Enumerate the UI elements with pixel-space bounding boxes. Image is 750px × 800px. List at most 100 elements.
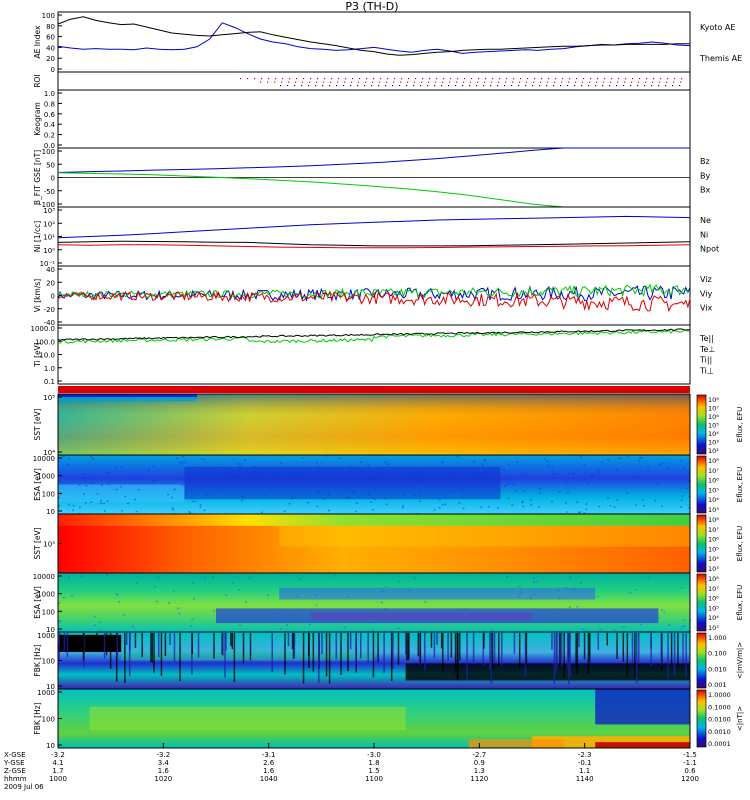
esa1-speckle [596,469,599,472]
roi-dot [247,78,249,80]
x-row-label: X-GSE [4,751,26,759]
fbk_e-stripe [454,633,457,674]
roi-dot [357,85,359,87]
esa1-speckle [441,504,444,506]
fbk_e-stripe [58,633,60,662]
fbk_e-stripe [631,633,634,663]
velocity-ytick: 20 [46,279,55,287]
fbk_e-stripe [397,633,400,665]
x-tick-xgse: -2.3 [578,751,592,759]
roi-dot [436,78,438,80]
roi-dot [589,81,591,83]
fbk_e-stripe [447,633,449,661]
esa1-speckle [280,462,283,465]
esa1-speckle [626,492,629,495]
roi-dot [672,85,674,87]
fbk_e-stripe [221,633,223,655]
fbk_e-stripe [440,633,443,649]
roi-dot [632,78,634,80]
esa1-speckle [551,500,554,503]
roi-dot [428,81,430,83]
fbk_e-stripe [513,633,516,654]
esa1-speckle [643,504,646,507]
fbk_e-cbar-tick: 0.100 [708,650,727,658]
fbk_e-stripe [349,633,352,650]
esa1-speckle [288,502,291,505]
ae-series-kyoto-ae [57,22,691,54]
sst2-colorbar [696,514,707,573]
ae-series-themis-ae [57,16,690,56]
roi-dot [392,85,394,87]
bfield-legend-item: By [700,171,710,180]
esa2-speckle [660,609,663,611]
bfield-ytick: -100 [39,201,55,209]
fbk_e-stripe [360,633,362,659]
fbk_e-stripe [157,633,160,657]
ae-ytick: 20 [46,55,55,63]
x-tick-time: 1040 [260,775,278,783]
esa1-speckle [635,504,638,507]
roi-dot [371,85,373,87]
x-tick-zgse: 1.5 [368,767,379,775]
fbk_e-stripe [622,633,625,662]
roi-dot [295,81,297,83]
fbk_e-stripe [224,633,226,678]
esa1-speckle [607,497,610,499]
esa1-speckle [338,457,341,459]
esa2-speckle [225,594,228,596]
fbk_e-stripe [569,633,571,677]
roi-dot [497,85,499,87]
fbk_e-ytick: 100 [42,658,55,666]
esa1-speckle [101,484,104,486]
esa1-speckle [502,468,505,471]
fbk_e-stripe [231,633,234,649]
esa1-speckle [283,510,286,512]
esa1-speckle [507,482,510,485]
esa1-speckle [231,476,234,478]
esa1-speckle [558,491,561,493]
esa1-speckle [100,502,103,505]
velocity-series-vix [57,285,691,302]
esa1-speckle [200,458,203,460]
esa1-speckle [579,511,582,513]
roi-dot [660,78,662,80]
esa1-speckle [330,480,333,482]
esa1-speckle [263,494,266,497]
esa1-speckle [348,465,351,468]
esa1-ytick: 10000 [33,455,55,463]
bfield-ytick: 0 [51,175,55,183]
roi-dot [338,78,340,80]
esa1-speckle [90,501,93,504]
fbk_e-stripe [335,633,338,660]
roi-dot [331,78,333,80]
esa2-speckle [529,595,532,598]
esa1-speckle [68,503,71,506]
esa1-speckle [58,505,61,507]
esa2-speckle [576,605,579,608]
temperature-legend-item: Ti⊥ [699,366,714,375]
esa1-speckle [103,510,106,512]
roi-dot [498,81,500,83]
esa1-speckle [82,477,85,480]
density-legend-item: Npot [700,245,719,254]
esa1-speckle [458,502,461,504]
roi-dot [478,78,480,80]
roi-dot [504,85,506,87]
sst1-cbar-tick: 10⁷ [708,405,719,413]
esa2-speckle [58,602,61,604]
esa2-speckle [385,586,388,588]
esa1-speckle [680,499,683,501]
roi-dot [574,85,576,87]
roi-dot [604,78,606,80]
roi-dot [288,81,290,83]
esa1-speckle [601,461,604,463]
esa1-speckle [185,494,188,497]
velocity-ytick: -40 [44,319,55,327]
esa1-speckle [354,510,357,513]
roi-dot [597,78,599,80]
roi-dot [681,78,683,80]
esa1-cbar-tick: 10⁸ [708,457,719,465]
roi-dot [532,85,534,87]
roi-dot [567,85,569,87]
fbk_b-cbar-label: <|nT|> [736,706,744,731]
